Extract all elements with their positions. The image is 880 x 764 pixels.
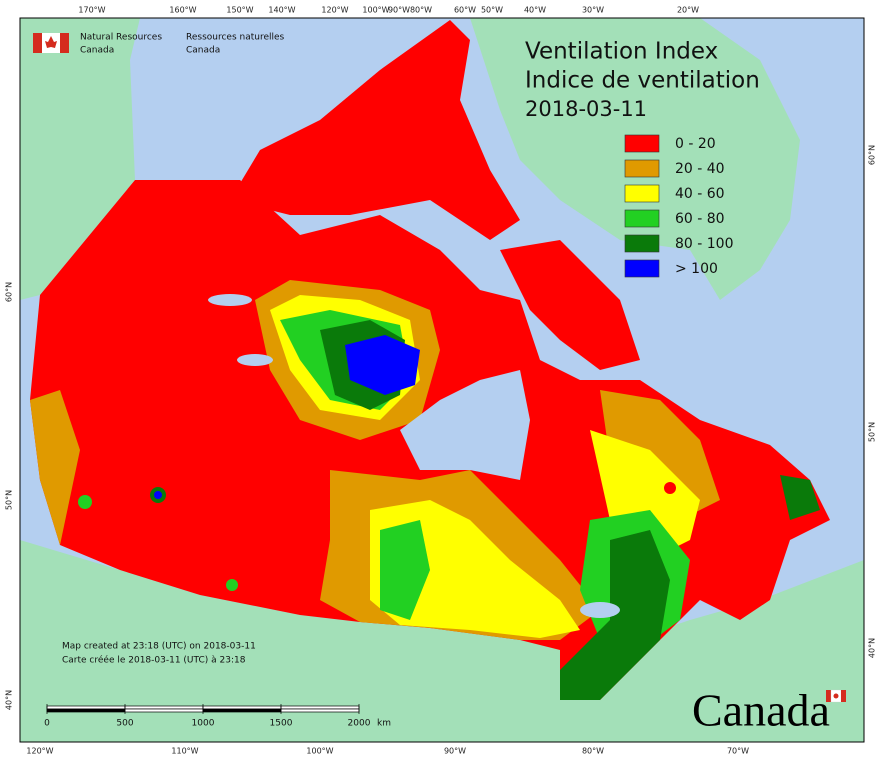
credit-en: Map created at 23:18 (UTC) on 2018-03-11	[62, 642, 256, 652]
region	[345, 335, 420, 395]
graticule-label: 80°W	[410, 6, 432, 15]
alaska	[20, 18, 140, 300]
agency-en: Natural Resources	[80, 33, 162, 43]
graticule-label: 50°W	[481, 6, 503, 15]
greenland	[470, 18, 800, 300]
graticule-label: 40°W	[524, 6, 546, 15]
graticule-label: 50°N	[868, 422, 877, 442]
region	[780, 475, 820, 520]
wordmark-flag	[841, 690, 846, 702]
legend-label: 40 - 60	[675, 186, 725, 202]
scale-label: 2000	[348, 719, 371, 729]
legend: 0 - 20 20 - 40 40 - 60 60 - 80 80 - 100 > 100	[624, 134, 734, 278]
legend-label: 0 - 20	[675, 136, 716, 152]
wordmark-flag	[833, 693, 839, 699]
graticule-label: 60°N	[5, 282, 14, 302]
graticule-label: 50°N	[5, 490, 14, 510]
scale-segment	[280, 708, 360, 713]
graticule-label: 100°W	[362, 6, 389, 15]
flag-bar	[60, 33, 69, 53]
graticule-label: 90°W	[388, 6, 410, 15]
legend-label: 60 - 80	[675, 211, 725, 227]
legend-swatch	[624, 159, 660, 178]
legend-swatch	[624, 259, 660, 278]
graticule-label: 60°W	[454, 6, 476, 15]
graticule-label: 100°W	[306, 747, 333, 756]
legend-swatch	[624, 234, 660, 253]
legend-swatch	[624, 209, 660, 228]
scale-segment	[202, 708, 282, 713]
graticule-label: 60°N	[868, 145, 877, 165]
region	[78, 495, 92, 509]
scale-unit: km	[377, 719, 391, 729]
scale-label: 0	[44, 719, 50, 729]
wordmark: Canada	[692, 685, 830, 736]
title-date: 2018-03-11	[525, 97, 647, 121]
region	[664, 482, 676, 494]
graticule-label: 120°W	[26, 747, 53, 756]
hudson-bay	[400, 370, 530, 480]
region	[154, 491, 162, 499]
legend-label: 20 - 40	[675, 161, 725, 177]
region	[500, 240, 640, 370]
region	[380, 520, 430, 620]
legend-label: 80 - 100	[675, 236, 734, 252]
graticule-label: 140°W	[268, 6, 295, 15]
flag-bar	[33, 33, 42, 53]
lake	[208, 294, 252, 306]
scale-segment	[202, 705, 282, 710]
agency-fr: Ressources naturelles	[186, 33, 285, 43]
credit-fr: Carte créée le 2018-03-11 (UTC) à 23:18	[62, 655, 246, 666]
legend-swatch	[624, 134, 660, 153]
scale-bar: 0 500 1000 1500 2000 km	[44, 704, 391, 729]
title-fr: Indice de ventilation	[525, 68, 760, 94]
scale-segment	[280, 705, 360, 710]
graticule-label: 90°W	[444, 747, 466, 756]
wordmark-flag	[826, 690, 831, 702]
graticule-label: 40°N	[868, 638, 877, 658]
graticule-label: 160°W	[169, 6, 196, 15]
graticule-label: 150°W	[226, 6, 253, 15]
graticule-label: 20°W	[677, 6, 699, 15]
region	[600, 390, 720, 520]
scale-segment	[46, 708, 126, 713]
graticule-label: 40°N	[5, 690, 14, 710]
title-en: Ventilation Index	[525, 39, 718, 65]
graticule-label: 120°W	[321, 6, 348, 15]
region	[230, 20, 520, 240]
scale-segment	[124, 705, 204, 710]
scale-label: 500	[116, 719, 133, 729]
scale-label: 1500	[270, 719, 293, 729]
region	[30, 390, 80, 545]
frame	[19, 17, 865, 743]
graticule-label: 70°W	[727, 747, 749, 756]
scale-segment	[124, 708, 204, 713]
lake	[237, 354, 273, 366]
lake	[580, 602, 620, 618]
graticule-label: 170°W	[78, 6, 105, 15]
region	[226, 579, 238, 591]
agency-fr: Canada	[186, 46, 220, 56]
graticule-label: 110°W	[171, 747, 198, 756]
scale-segment	[46, 705, 126, 710]
scale-label: 1000	[192, 719, 215, 729]
legend-swatch	[624, 184, 660, 203]
graticule-label: 80°W	[582, 747, 604, 756]
flag-leaf	[45, 36, 57, 48]
legend-label: > 100	[675, 261, 718, 277]
graticule-label: 30°W	[582, 6, 604, 15]
agency-en: Canada	[80, 46, 114, 56]
usa	[20, 540, 864, 742]
